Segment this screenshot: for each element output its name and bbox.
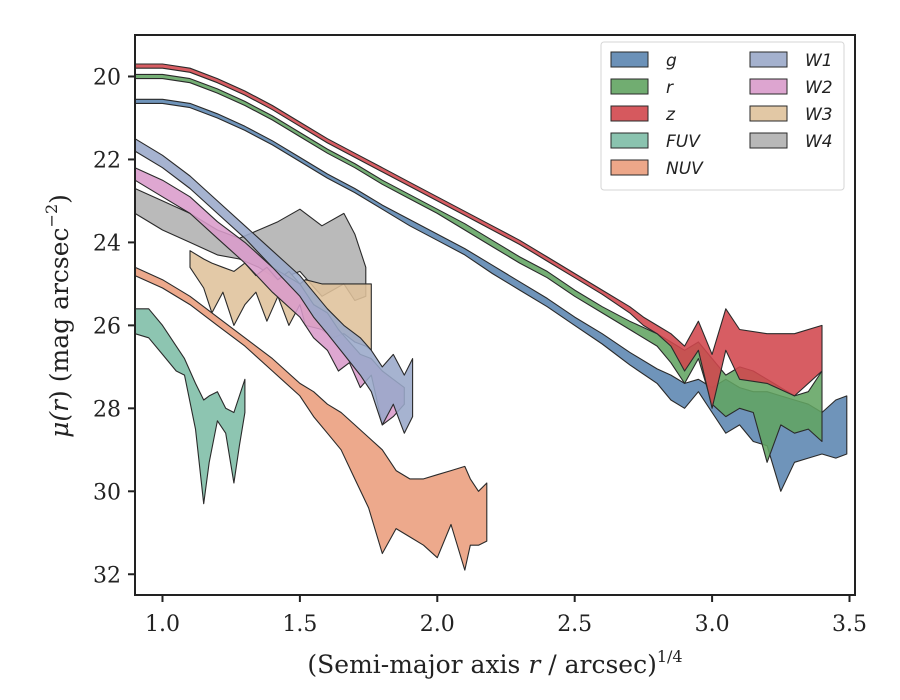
y-tick-label: 20 <box>93 65 121 90</box>
y-tick-label: 22 <box>93 148 121 173</box>
x-tick-label: 2.5 <box>557 612 592 637</box>
band-g <box>134 98 848 492</box>
legend-label-nuv: NUV <box>666 159 704 179</box>
x-tick-label: 3.0 <box>695 612 730 637</box>
x-tick-label: 1.5 <box>282 612 317 637</box>
legend-swatch-r <box>610 78 649 95</box>
legend-swatch-nuv <box>610 159 649 176</box>
x-tick-label: 1.0 <box>145 612 180 637</box>
legend: grz FUV NUV W1 W2 W3 W4 <box>600 41 845 191</box>
series-layer <box>134 63 848 571</box>
x-axis-ticks: 1.0 1.5 2.0 2.5 3.0 3.5 <box>145 595 867 637</box>
y-axis-label: μ(r) (mag arcsec−2) <box>42 194 74 438</box>
band-nuv <box>134 266 488 571</box>
y-tick-label: 28 <box>93 397 121 422</box>
legend-label-w1: W1 <box>805 51 833 71</box>
legend-swatch-w4 <box>749 132 788 149</box>
plot-frame <box>134 34 856 596</box>
y-axis-ticks: 20 22 24 26 28 30 32 <box>93 65 135 588</box>
band-z <box>134 63 823 409</box>
y-tick-label: 24 <box>93 231 121 256</box>
legend-label-w4: W4 <box>805 132 833 152</box>
band-r <box>134 73 823 463</box>
legend-swatch-z <box>610 105 649 122</box>
legend-swatch-w1 <box>749 51 788 68</box>
x-axis-label: (Semi-major axis r / arcsec)1/4 <box>307 647 682 679</box>
x-tick-label: 3.5 <box>832 612 867 637</box>
legend-swatch-g <box>610 51 649 68</box>
y-tick-label: 26 <box>93 314 121 339</box>
legend-label-g: g <box>666 51 677 71</box>
legend-label-z: z <box>665 105 676 125</box>
legend-label-w3: W3 <box>805 105 833 125</box>
band-fuv <box>134 308 246 505</box>
legend-label-r: r <box>666 78 674 98</box>
band-w1 <box>134 138 414 434</box>
legend-swatch-w3 <box>749 105 788 122</box>
legend-swatch-fuv <box>610 132 649 149</box>
legend-swatch-w2 <box>749 78 788 95</box>
x-tick-label: 2.0 <box>420 612 455 637</box>
y-tick-label: 32 <box>93 563 121 588</box>
legend-label-w2: W2 <box>805 78 833 98</box>
y-tick-label: 30 <box>93 480 121 505</box>
legend-label-fuv: FUV <box>666 132 701 152</box>
